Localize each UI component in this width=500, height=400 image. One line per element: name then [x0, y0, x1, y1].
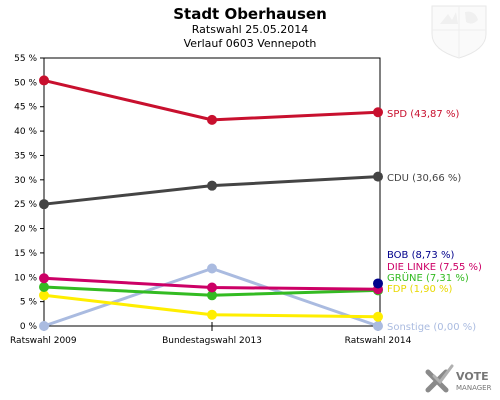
- series-end-labels: SPD (43,87 %) CDU (30,66 %) BOB (8,73 %)DI…: [387, 109, 482, 333]
- data-point-spd: [207, 114, 217, 125]
- chart-subtitle-election: Ratswahl 25.05.2014: [192, 23, 308, 36]
- y-tick-label: 40 %: [14, 127, 37, 137]
- y-tick-label: 45 %: [14, 103, 37, 113]
- data-point-fdp: [373, 311, 383, 322]
- data-point-spd: [373, 107, 383, 118]
- x-tick-label: Bundestagswahl 2013: [162, 336, 262, 346]
- y-tick-label: 30 %: [14, 176, 37, 186]
- ballot-check-icon: [425, 364, 454, 393]
- series-points: [39, 75, 383, 331]
- y-tick-label: 35 %: [14, 151, 37, 161]
- data-point-sonstige: [207, 263, 217, 274]
- data-point-spd: [39, 75, 49, 86]
- end-label-spd: SPD (43,87 %): [387, 109, 459, 120]
- logo-line-2: MANAGER: [456, 384, 492, 392]
- logo-line-1: VOTE: [456, 370, 489, 383]
- chart-subtitle-district: Verlauf 0603 Vennepoth: [184, 37, 317, 50]
- data-point-sonstige: [373, 321, 383, 331]
- end-label-fdp: FDP (1,90 %): [387, 284, 453, 295]
- chart-title: Stadt Oberhausen: [173, 5, 327, 23]
- y-tick-label: 25 %: [14, 200, 37, 210]
- y-tick-label: 5 %: [20, 298, 38, 308]
- data-point-bob: [373, 278, 383, 289]
- x-tick-label: Ratswahl 2009: [10, 336, 77, 346]
- y-tick-label: 20 %: [14, 225, 37, 235]
- end-label-bob: BOB (8,73 %): [387, 250, 454, 261]
- data-point-sonstige: [39, 321, 49, 331]
- end-label-gr-ne: GRÜNE (7,31 %): [387, 271, 469, 284]
- x-tick-label: Ratswahl 2014: [345, 336, 412, 346]
- data-point-cdu: [373, 171, 383, 182]
- data-point-cdu: [39, 199, 49, 210]
- end-label-sonstige: Sonstige (0,00 %): [387, 322, 476, 333]
- data-point-fdp: [207, 309, 217, 320]
- y-tick-label: 55 %: [14, 54, 37, 64]
- vote-manager-logo: VOTE MANAGER: [425, 364, 492, 393]
- data-point-gr-ne: [207, 290, 217, 301]
- data-point-gr-ne: [39, 282, 49, 293]
- series-line-spd: [43, 78, 379, 122]
- data-point-cdu: [207, 180, 217, 191]
- y-axis: 0 % 5 % 10 % 15 % 20 % 25 % 30 % 35 % 40 % 45 % 50…: [14, 54, 44, 332]
- end-label-cdu: CDU (30,66 %): [387, 173, 461, 184]
- data-point-die-linke: [39, 273, 49, 284]
- y-tick-label: 0 %: [20, 322, 38, 332]
- data-point-die-linke: [207, 282, 217, 293]
- y-tick-label: 10 %: [14, 273, 37, 283]
- y-tick-label: 50 %: [14, 78, 37, 88]
- data-point-fdp: [39, 290, 49, 301]
- y-tick-label: 15 %: [14, 249, 37, 259]
- coat-of-arms-icon: [431, 5, 487, 59]
- end-label-die-linke: DIE LINKE (7,55 %): [387, 262, 482, 273]
